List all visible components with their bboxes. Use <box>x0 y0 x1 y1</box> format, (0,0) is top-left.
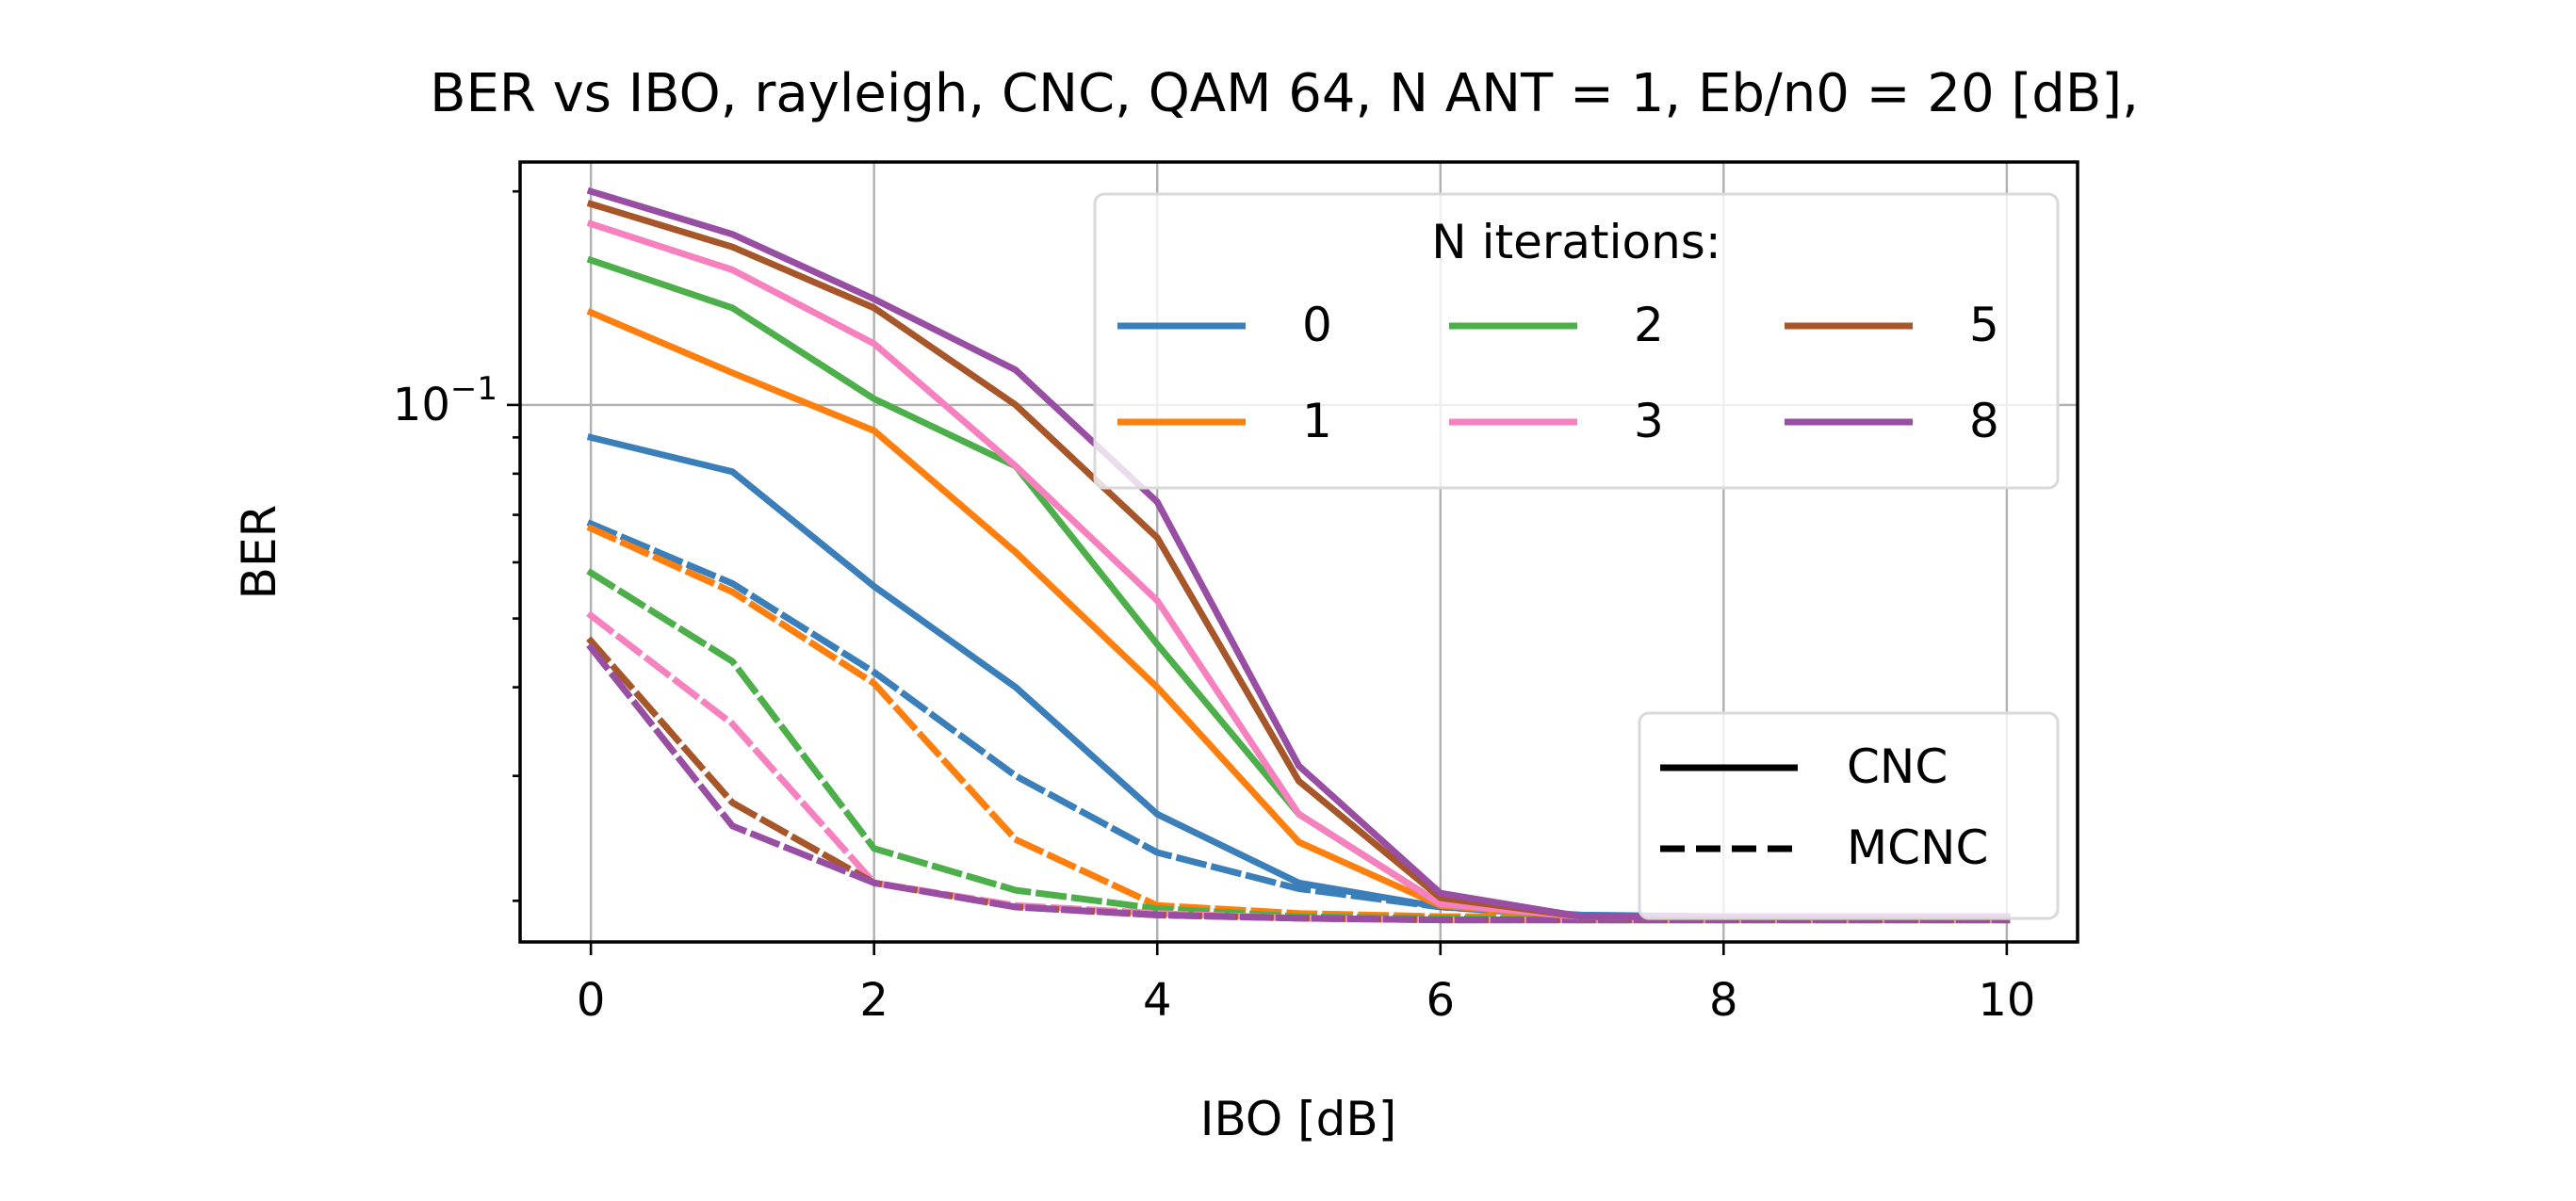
legend-iterations: N iterations: 0 1 2 3 5 8 <box>1093 192 2060 490</box>
x-tick-label: 0 <box>577 974 606 1027</box>
y-tick-label: 10−1 <box>393 370 497 431</box>
y-axis-label: BER <box>232 505 286 600</box>
legend-iterations-box <box>1093 192 2060 490</box>
x-tick-label: 10 <box>1978 974 2035 1027</box>
legend-iterations-title: N iterations: <box>1431 215 1720 269</box>
legend-iter-label: 8 <box>1969 394 1999 448</box>
x-tick-label: 6 <box>1426 974 1455 1027</box>
chart-title: BER vs IBO, rayleigh, CNC, QAM 64, N ANT… <box>430 63 2139 124</box>
legend-iter-label: 0 <box>1302 298 1332 352</box>
legend-style-label: CNC <box>1847 739 1948 794</box>
legend-iter-label: 2 <box>1634 298 1664 352</box>
x-axis-label: IBO [dB] <box>1200 1092 1396 1146</box>
x-tick-label: 2 <box>859 974 889 1027</box>
plot-frame <box>518 160 2079 944</box>
x-tick-label: 8 <box>1709 974 1738 1027</box>
legend-iter-label: 5 <box>1969 298 1999 352</box>
legend-style-label: MCNC <box>1847 820 1988 875</box>
legend-styles: CNC MCNC <box>1638 711 2060 920</box>
legend-iter-label: 3 <box>1634 394 1664 448</box>
x-tick-label: 4 <box>1143 974 1172 1027</box>
legend-iter-label: 1 <box>1302 394 1332 448</box>
